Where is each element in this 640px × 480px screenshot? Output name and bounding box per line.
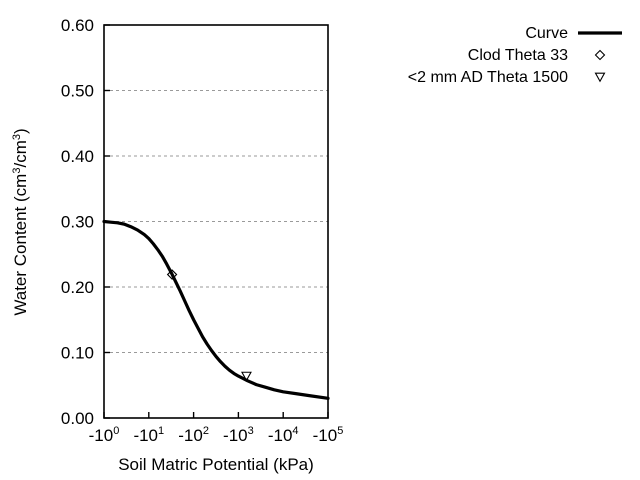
data-point-open-diamond xyxy=(166,269,178,280)
y-axis-title-sup1: 3 xyxy=(11,168,23,174)
y-axis-title: Water Content (cm3/cm3) xyxy=(11,128,30,315)
svg-text:Water Content (cm3/cm3): Water Content (cm3/cm3) xyxy=(11,128,30,315)
retention-curve xyxy=(102,219,330,400)
legend-label: Clod Theta 33 xyxy=(468,47,568,64)
y-axis-title-mid: /cm xyxy=(11,140,30,167)
gridlines xyxy=(104,90,328,353)
y-axis-tick-label: 0.50 xyxy=(61,82,94,101)
y-axis-title-post: ) xyxy=(11,128,30,134)
x-axis-tick-label: -103 xyxy=(223,425,254,445)
legend-label: Curve xyxy=(525,25,568,42)
x-axis-ticks xyxy=(103,412,329,418)
x-axis-tick-label: -100 xyxy=(89,425,120,445)
legend-marker-triangle-down-icon xyxy=(594,72,606,83)
y-axis-tick-label: 0.00 xyxy=(61,409,94,428)
legend-label: <2 mm AD Theta 1500 xyxy=(408,69,568,86)
y-axis-tick-label: 0.60 xyxy=(61,16,94,35)
data-point-open-triangle-down xyxy=(241,371,252,382)
data-markers xyxy=(166,269,252,382)
y-axis-tick-labels: 0.00 0.10 0.20 0.30 0.40 0.50 0.60 xyxy=(61,16,94,428)
x-axis-tick-labels: -100 -101 -102 -103 -104 -105 xyxy=(89,425,344,445)
plot-frame xyxy=(103,24,329,419)
x-axis-tick-label: -105 xyxy=(313,425,344,445)
x-axis-tick-label: -101 xyxy=(133,425,164,445)
x-axis-tick-label: -102 xyxy=(178,425,209,445)
x-axis-tick-label: -104 xyxy=(268,425,299,445)
x-axis-title: Soil Matric Potential (kPa) xyxy=(118,455,314,474)
legend-marker-diamond-icon xyxy=(594,49,606,61)
y-axis-tick-label: 0.40 xyxy=(61,147,94,166)
chart-legend: Curve Clod Theta 33 <2 mm AD Theta 1500 xyxy=(408,25,622,86)
y-axis-title-sup2: 3 xyxy=(11,134,23,140)
y-axis-tick-label: 0.20 xyxy=(61,278,94,297)
y-axis-title-pre: Water Content (cm xyxy=(11,174,30,316)
y-axis-tick-label: 0.10 xyxy=(61,344,94,363)
y-axis-tick-label: 0.30 xyxy=(61,213,94,232)
